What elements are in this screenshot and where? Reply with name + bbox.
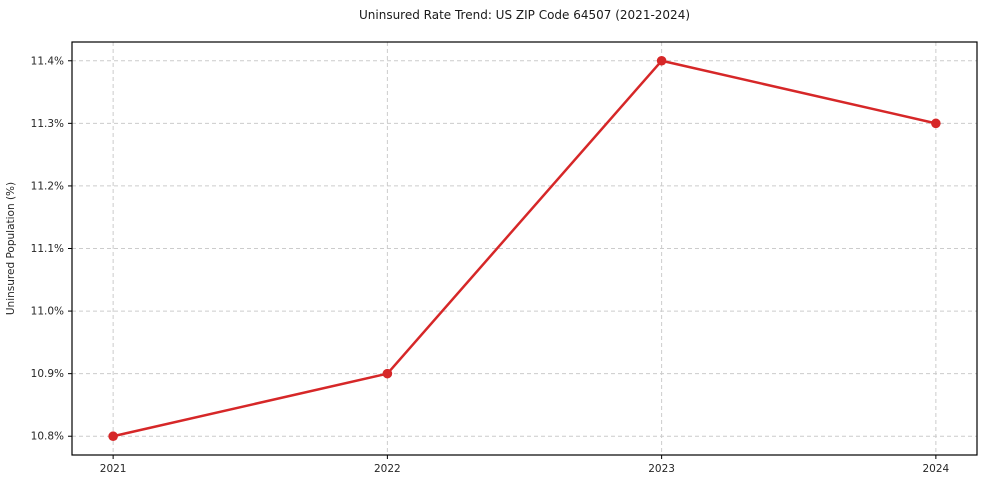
- y-tick-label: 11.3%: [31, 118, 64, 130]
- x-tick-label: 2024: [922, 463, 949, 475]
- chart-title: Uninsured Rate Trend: US ZIP Code 64507 …: [359, 8, 690, 22]
- data-point-marker: [382, 368, 393, 379]
- y-tick-label: 10.9%: [31, 368, 64, 380]
- y-axis-label: Uninsured Population (%): [5, 182, 17, 315]
- y-tick-label: 10.8%: [31, 431, 64, 443]
- y-tick-label: 11.4%: [31, 55, 64, 67]
- data-point-marker: [108, 431, 118, 442]
- x-tick-label: 2021: [100, 463, 127, 475]
- y-tick-label: 11.0%: [31, 306, 64, 318]
- data-point-marker: [656, 55, 667, 66]
- tick-marks: [68, 60, 937, 459]
- gridlines: [72, 42, 977, 455]
- data-point-marker: [931, 118, 941, 129]
- axes-spines: [71, 41, 978, 456]
- y-tick-label: 11.1%: [31, 243, 64, 255]
- x-tick-label: 2023: [648, 463, 675, 475]
- trend-line: [111, 59, 938, 438]
- x-tick-label: 2022: [374, 463, 401, 475]
- y-tick-label: 11.2%: [31, 180, 64, 192]
